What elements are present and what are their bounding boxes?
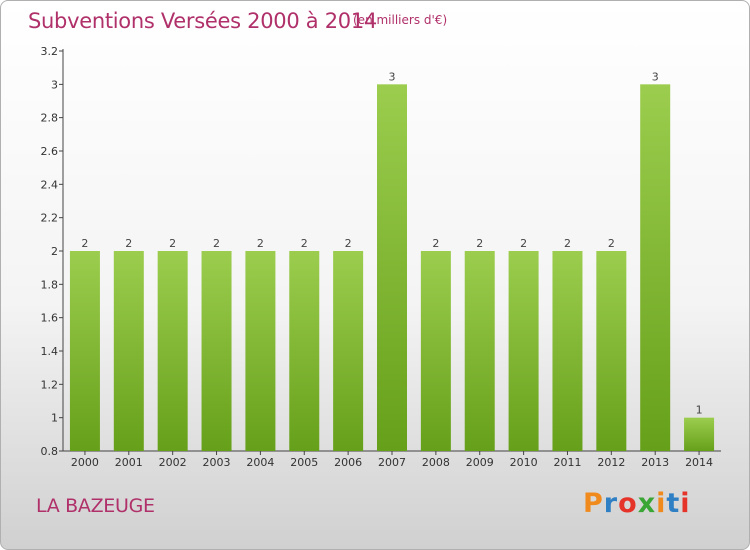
y-tick-label: 2 (51, 245, 58, 258)
bar-value-label: 2 (169, 237, 176, 250)
bar-value-label: 2 (301, 237, 308, 250)
bar (684, 417, 715, 451)
bar-value-label: 2 (345, 237, 352, 250)
x-tick-label: 2003 (203, 456, 231, 469)
bar-value-label: 2 (520, 237, 527, 250)
logo-letter: t (666, 488, 681, 519)
x-tick-label: 2005 (290, 456, 318, 469)
bar-value-label: 2 (125, 237, 132, 250)
x-tick-label: 2002 (159, 456, 187, 469)
bar-value-label: 2 (564, 237, 571, 250)
bar-value-label: 2 (476, 237, 483, 250)
y-tick-label: 2.2 (41, 212, 59, 225)
x-tick-label: 2000 (71, 456, 99, 469)
bar-value-label: 2 (81, 237, 88, 250)
chart-subtitle: (en milliers d'€) (353, 13, 448, 27)
y-tick-label: 2.8 (41, 112, 59, 125)
x-tick-label: 2008 (422, 456, 450, 469)
x-tick-label: 2010 (510, 456, 538, 469)
bar (289, 251, 320, 451)
x-tick-label: 2006 (334, 456, 362, 469)
y-tick-label: 1 (51, 412, 58, 425)
y-tick-label: 2.6 (41, 145, 59, 158)
bar (508, 251, 539, 451)
chart-title: Subventions Versées 2000 à 2014 (28, 9, 377, 33)
y-tick-label: 2.4 (41, 178, 59, 191)
bar (201, 251, 232, 451)
bar (113, 251, 144, 451)
bar-value-label: 1 (696, 404, 703, 417)
bar (552, 251, 583, 451)
y-tick-label: 0.8 (41, 445, 59, 458)
bar-value-label: 2 (432, 237, 439, 250)
bar (464, 251, 495, 451)
bar (333, 251, 364, 451)
logo-letter: i (656, 488, 667, 519)
x-tick-label: 2009 (466, 456, 494, 469)
x-tick-label: 2012 (597, 456, 625, 469)
logo-letter: x (637, 488, 657, 519)
place-name: LA BAZEUGE (36, 495, 155, 517)
y-tick-label: 1.6 (41, 312, 59, 325)
bar (596, 251, 627, 451)
y-tick-label: 3.2 (41, 45, 59, 58)
logo-letter: o (618, 488, 638, 519)
bar (245, 251, 276, 451)
x-tick-label: 2014 (685, 456, 713, 469)
logo-letter: P (583, 488, 604, 519)
y-tick-label: 3 (51, 78, 58, 91)
y-tick-label: 1.2 (41, 378, 59, 391)
bar (377, 84, 407, 451)
bar (640, 84, 671, 451)
x-tick-label: 2004 (246, 456, 274, 469)
bar-value-label: 2 (213, 237, 220, 250)
x-tick-label: 2013 (641, 456, 669, 469)
y-tick-label: 1.4 (41, 345, 59, 358)
proxiti-logo: Proxiti (583, 488, 691, 519)
bar-value-label: 2 (257, 237, 264, 250)
y-tick-label: 1.8 (41, 278, 59, 291)
logo-letter: r (603, 488, 619, 519)
bar (157, 251, 188, 451)
bar (420, 251, 451, 451)
logo-letter: i (680, 488, 691, 519)
x-tick-label: 2001 (115, 456, 143, 469)
x-tick-label: 2007 (378, 456, 406, 469)
bar-value-label: 2 (608, 237, 615, 250)
x-tick-label: 2011 (553, 456, 581, 469)
bar-value-label: 3 (389, 70, 396, 83)
bar-value-label: 3 (652, 70, 659, 83)
bar (69, 251, 100, 451)
